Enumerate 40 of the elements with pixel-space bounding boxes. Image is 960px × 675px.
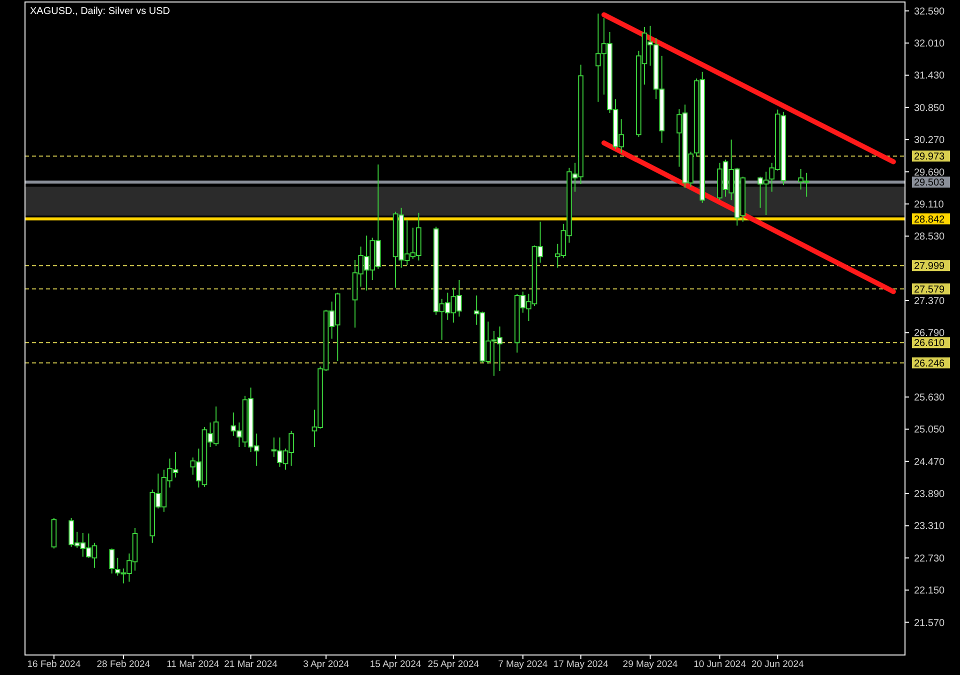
x-tick-label: 15 Apr 2024 [370,659,422,670]
ref-line-label: 27.999 [914,261,946,272]
candlestick [51,517,57,549]
y-tick-label: 32.590 [914,6,946,18]
x-tick-label: 25 Apr 2024 [428,659,480,670]
x-tick-label: 20 Jun 2024 [751,659,804,670]
ref-line-label: 26.610 [914,338,946,350]
x-tick-label: 11 Mar 2024 [166,659,220,670]
y-tick-label: 28.530 [914,232,946,243]
x-tick-label: 17 May 2024 [553,659,608,670]
x-tick-label: 21 Mar 2024 [224,659,278,670]
y-tick-label: 27.370 [914,296,946,307]
y-tick-label: 25.050 [914,424,946,436]
y-tick-label: 30.270 [914,135,946,146]
x-tick-label: 7 May 2024 [498,659,548,670]
x-tick-label: 10 Jun 2024 [694,659,746,670]
ref-line-label: 29.973 [914,152,946,163]
x-tick-label: 3 Apr 2024 [303,659,350,670]
x-tick-label: 16 Feb 2024 [27,659,81,670]
y-tick-label: 23.310 [914,521,946,532]
ref-line-label: 27.579 [914,284,946,296]
y-tick-label: 21.570 [914,618,946,629]
y-tick-label: 31.430 [914,70,946,82]
y-tick-label: 26.790 [914,328,946,340]
ref-line-label: 29.503 [914,178,946,189]
ref-line-label: 26.246 [914,358,946,370]
y-tick-label: 32.010 [914,38,946,50]
candlestick [109,548,114,574]
y-tick-label: 30.850 [914,102,946,114]
chart-title: XAGUSD., Daily: Silver vs USD [30,6,170,17]
x-tick-label: 28 Feb 2024 [96,659,150,670]
x-tick-label: 29 May 2024 [622,659,678,670]
y-tick-label: 25.630 [914,392,946,404]
y-tick-label: 24.470 [914,456,946,468]
y-tick-label: 22.730 [914,553,946,564]
y-tick-label: 22.150 [914,586,946,597]
y-tick-label: 23.890 [914,489,946,500]
ref-line-label: 28.842 [914,214,946,226]
y-tick-label: 29.110 [914,199,944,210]
y-tick-label: 29.690 [914,167,946,178]
